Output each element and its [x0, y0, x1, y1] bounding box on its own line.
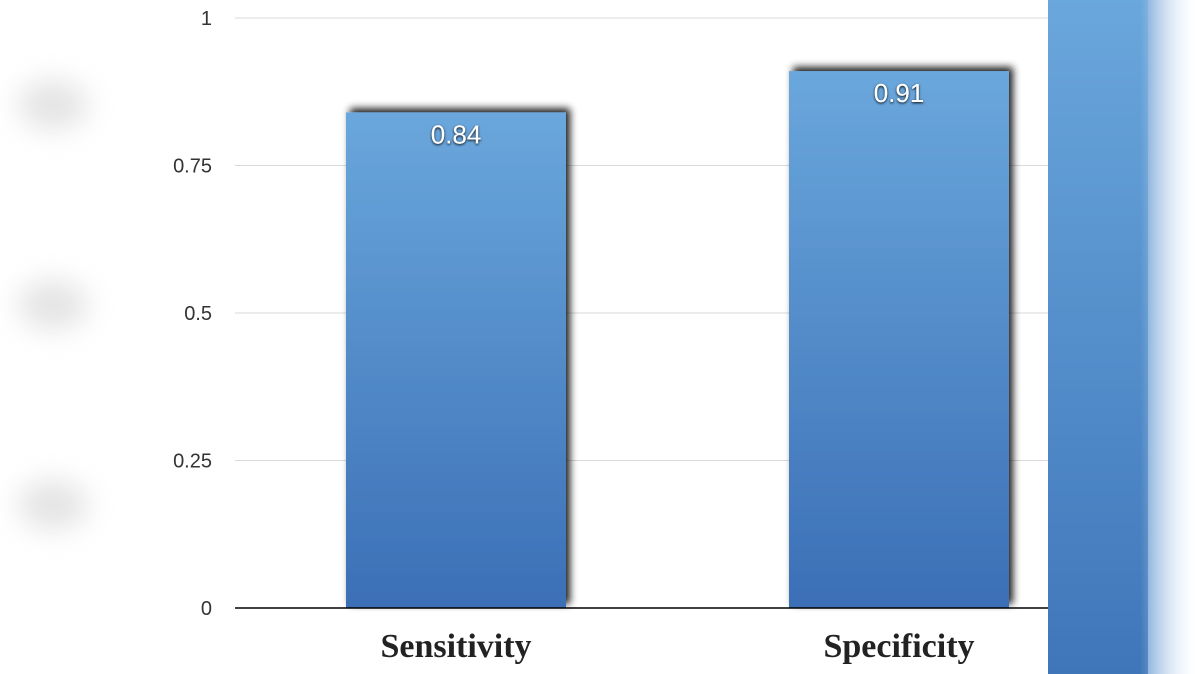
right-edge-fade [1140, 0, 1200, 674]
x-axis-category-labels: Sensitivity Specificity [380, 628, 974, 665]
x-category-label: Specificity [823, 628, 974, 665]
y-tick-label: 0.5 [184, 303, 212, 325]
x-category-label: Sensitivity [380, 628, 531, 665]
bar-specificity [789, 71, 1009, 609]
blurred-left-region [0, 0, 150, 674]
y-tick-label: 0.25 [173, 451, 212, 473]
y-tick-label: 0.75 [173, 156, 212, 178]
bar-value-label: 0.84 [431, 119, 482, 149]
bars: 0.84 0.91 [346, 71, 1009, 609]
bar-sensitivity [346, 112, 566, 609]
bar-value-label: 0.91 [874, 78, 925, 108]
y-tick-label: 0 [201, 598, 212, 620]
y-axis-tick-labels: 0 0.25 0.5 0.75 1 [173, 8, 212, 620]
y-tick-label: 1 [201, 8, 212, 30]
